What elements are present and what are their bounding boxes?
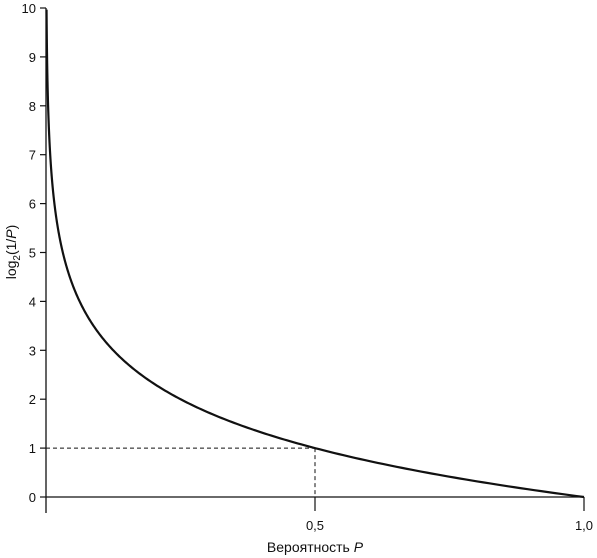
y-tick-label: 5 [29, 246, 36, 261]
y-tick-label: 9 [29, 50, 36, 65]
y-tick-label: 3 [29, 343, 36, 358]
curve-log2-inverse-p [45, 9, 585, 499]
axes [45, 8, 584, 513]
y-tick-label: 7 [29, 148, 36, 163]
series-group [45, 9, 585, 499]
y-tick-label: 4 [29, 294, 36, 309]
ticks: 0 1 2 3 4 5 6 7 8 9 10 0,5 1,0 [22, 1, 594, 533]
y-tick-label: 2 [29, 392, 36, 407]
x-tick-label: 0,5 [306, 518, 324, 533]
y-tick-label: 1 [29, 441, 36, 456]
y-tick-label: 10 [22, 1, 36, 16]
guides [46, 447, 316, 497]
y-tick-label: 0 [29, 490, 36, 505]
x-tick-label: 1,0 [575, 518, 593, 533]
y-tick-label: 8 [29, 99, 36, 114]
y-tick-label: 6 [29, 197, 36, 212]
x-axis-title: Вероятность P [267, 539, 364, 555]
y-axis-title: log2(1/P) [3, 225, 23, 280]
